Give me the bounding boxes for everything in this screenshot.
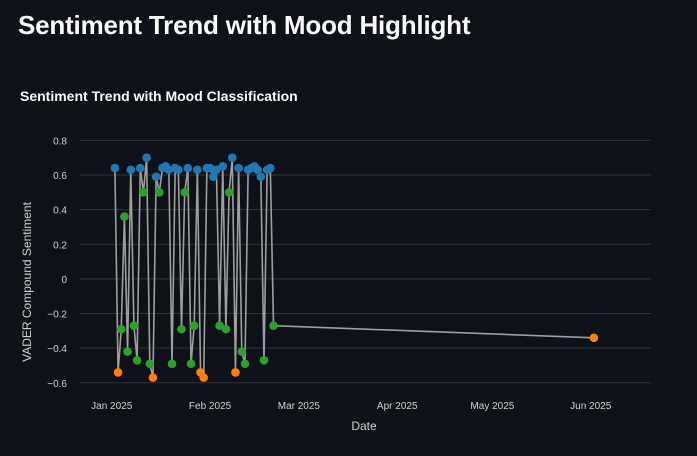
data-point-blue[interactable] [256, 172, 266, 182]
data-point-blue[interactable] [218, 162, 228, 171]
grid-lines [80, 139, 651, 384]
x-tick-label: May 2025 [470, 401, 514, 412]
data-point-orange[interactable] [231, 368, 240, 377]
y-tick-label: −0.6 [47, 379, 67, 390]
data-point-green[interactable] [155, 188, 164, 197]
y-axis-label: VADER Compound Sentiment [20, 201, 34, 362]
data-point-blue[interactable] [212, 165, 221, 175]
data-point-blue[interactable] [126, 165, 136, 175]
x-tick-label: Jan 2025 [91, 401, 133, 412]
data-point-green[interactable] [120, 212, 129, 221]
y-tick-labels: 0.8 0.6 0.4 0.2 0 −0.2 −0.4 −0.6 [47, 136, 67, 389]
x-tick-label: Feb 2025 [189, 401, 232, 412]
data-point-orange[interactable] [589, 333, 599, 343]
data-point-green[interactable] [116, 324, 126, 334]
data-point-blue[interactable] [151, 172, 161, 182]
y-tick-label: 0.6 [53, 171, 67, 182]
data-point-blue[interactable] [253, 165, 262, 175]
data-point-green[interactable] [269, 321, 278, 330]
y-tick-label: −0.4 [47, 344, 67, 355]
data-point-green[interactable] [224, 188, 234, 197]
data-point-blue[interactable] [183, 163, 193, 173]
x-tick-label: Apr 2025 [377, 401, 418, 412]
data-point-blue[interactable] [142, 153, 151, 163]
x-tick-label: Jun 2025 [570, 401, 612, 412]
data-point-green[interactable] [189, 321, 199, 330]
y-tick-label: 0.2 [53, 240, 67, 251]
y-tick-label: −0.2 [47, 310, 67, 321]
data-point-green[interactable] [237, 347, 247, 356]
data-point-green[interactable] [139, 188, 148, 197]
chart-title: Sentiment Trend with Mood Classification [20, 88, 298, 104]
data-point-green[interactable] [145, 359, 155, 369]
data-point-green[interactable] [221, 324, 231, 334]
data-point-green[interactable] [186, 359, 196, 369]
data-point-green[interactable] [215, 321, 224, 330]
data-point-green[interactable] [240, 359, 250, 369]
data-point-orange[interactable] [199, 373, 209, 382]
data-point-blue[interactable] [174, 165, 183, 175]
x-tick-label: Mar 2025 [278, 401, 321, 412]
data-point-orange[interactable] [113, 368, 123, 377]
data-point-green[interactable] [177, 324, 186, 334]
y-tick-label: 0 [61, 275, 67, 286]
data-point-blue[interactable] [234, 163, 243, 173]
y-tick-label: 0.8 [53, 136, 67, 147]
x-tick-labels: Jan 2025 Feb 2025 Mar 2025 Apr 2025 May 2025… [91, 401, 612, 412]
data-point-blue[interactable] [135, 163, 145, 173]
page-title: Sentiment Trend with Mood Highlight [18, 10, 471, 40]
data-point-green[interactable] [129, 321, 139, 330]
data-point-blue[interactable] [227, 153, 237, 163]
data-point-blue[interactable] [208, 172, 218, 182]
y-tick-label: 0.4 [53, 206, 67, 217]
data-point-orange[interactable] [148, 373, 158, 382]
x-axis-label: Date [351, 419, 377, 433]
data-point-blue[interactable] [193, 165, 202, 175]
data-point-blue[interactable] [266, 163, 275, 173]
data-point-green[interactable] [132, 355, 142, 365]
data-point-green[interactable] [259, 355, 269, 365]
data-point-green[interactable] [167, 359, 177, 369]
data-point-blue[interactable] [110, 163, 120, 173]
data-points-layer [110, 153, 599, 382]
data-point-green[interactable] [123, 347, 132, 356]
data-point-green[interactable] [180, 188, 189, 197]
